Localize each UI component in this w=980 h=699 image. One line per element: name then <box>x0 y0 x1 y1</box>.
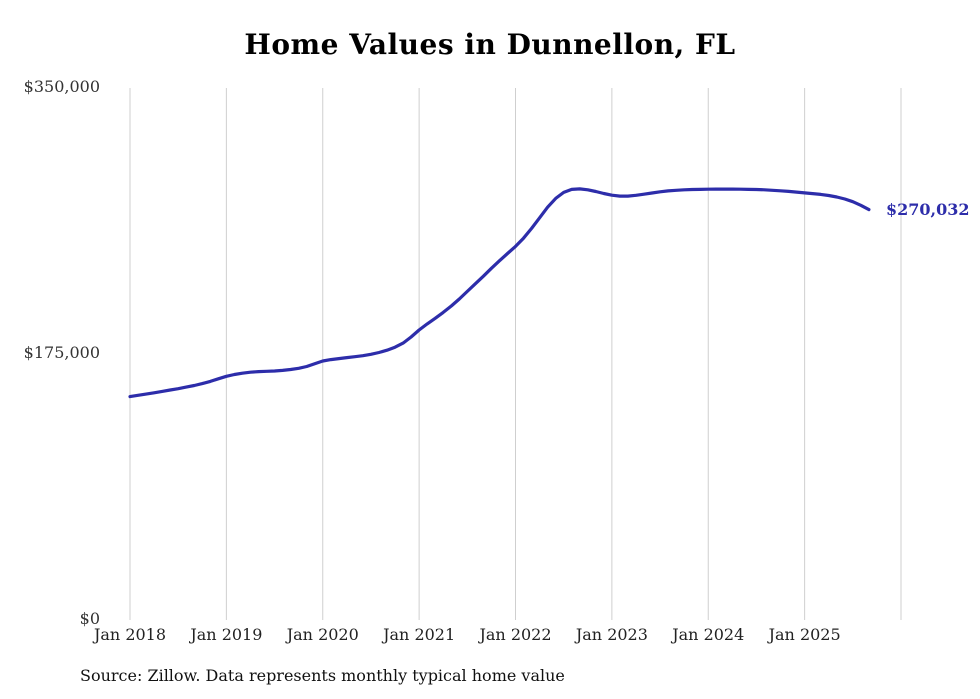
chart-title: Home Values in Dunnellon, FL <box>244 28 736 61</box>
x-axis-tick-jan-2024: Jan 2024 <box>672 625 745 644</box>
x-axis-tick-jan-2025: Jan 2025 <box>768 625 841 644</box>
x-axis-tick-jan-2020: Jan 2020 <box>286 625 359 644</box>
x-axis-tick-jan-2021: Jan 2021 <box>383 625 456 644</box>
y-axis-tick-350000: $350,000 <box>23 77 100 96</box>
x-axis-tick-jan-2018: Jan 2018 <box>93 625 167 644</box>
y-axis-tick-175000: $175,000 <box>23 343 100 362</box>
source-note: Source: Zillow. Data represents monthly … <box>80 666 565 685</box>
x-axis-tick-jan-2023: Jan 2023 <box>575 625 648 644</box>
x-axis-tick-jan-2022: Jan 2022 <box>479 625 552 644</box>
x-axis-tick-jan-2019: Jan 2019 <box>190 625 263 644</box>
y-axis-tick-0: $0 <box>79 609 100 628</box>
home-value-line <box>128 187 871 399</box>
latest-value-label: $270,032 <box>886 199 970 219</box>
